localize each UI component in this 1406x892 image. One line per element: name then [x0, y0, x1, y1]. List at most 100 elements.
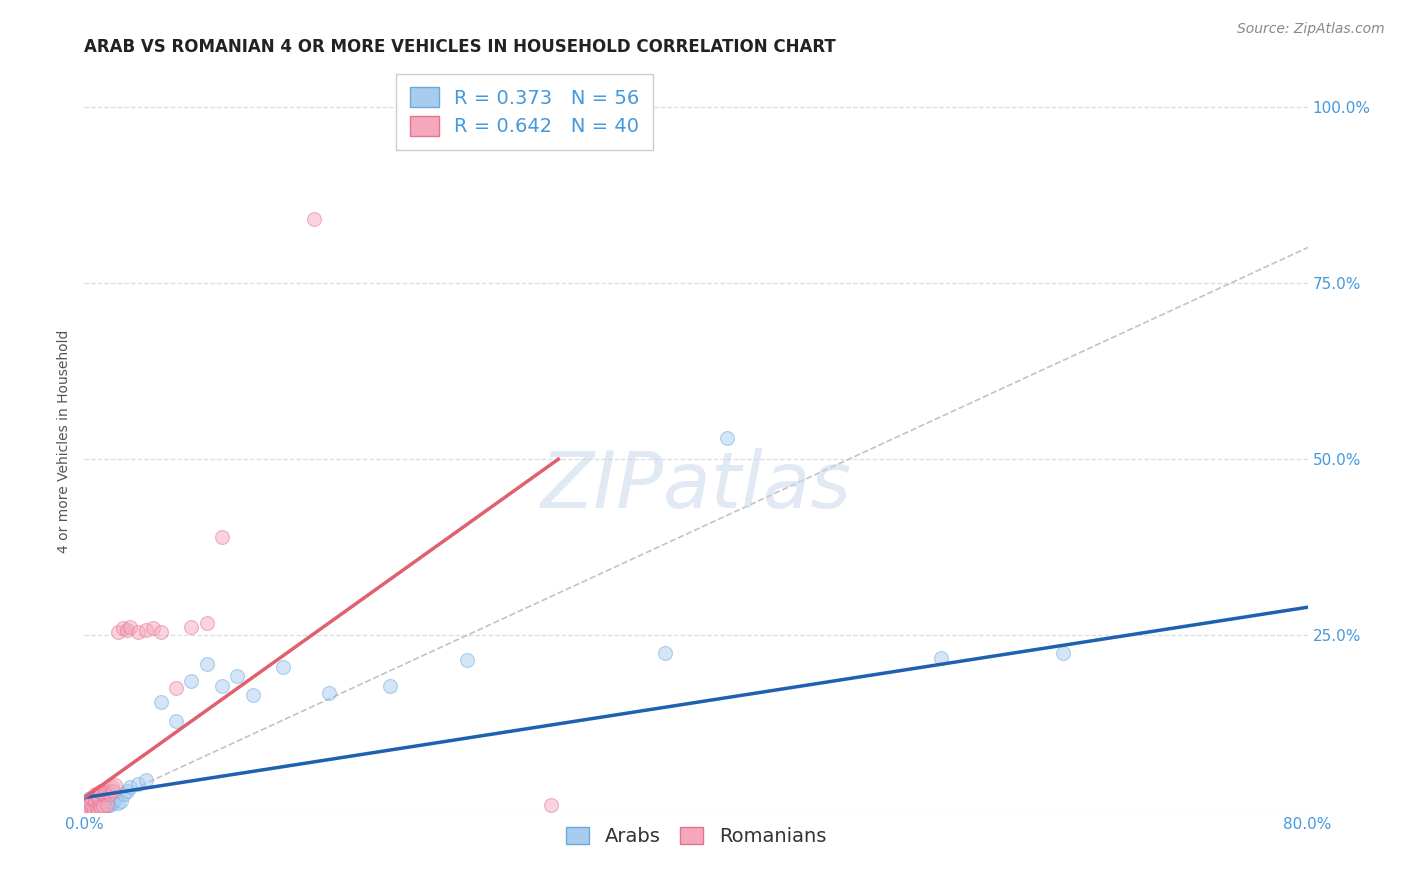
Point: [96, 797, 118, 812]
Point: [380, 679, 402, 693]
Point: [120, 780, 142, 794]
Point: [91, 790, 114, 805]
Point: [89, 799, 111, 814]
Point: [104, 792, 127, 806]
Point: [87, 790, 110, 805]
Point: [540, 797, 562, 812]
Point: [79, 797, 101, 811]
Point: [91, 799, 114, 814]
Point: [80, 790, 103, 805]
Point: [318, 686, 340, 700]
Point: [1052, 646, 1074, 660]
Point: [86, 801, 108, 815]
Point: [104, 778, 127, 792]
Point: [80, 797, 103, 812]
Y-axis label: 4 or more Vehicles in Household: 4 or more Vehicles in Household: [58, 330, 72, 553]
Point: [91, 801, 114, 815]
Point: [271, 660, 294, 674]
Point: [115, 623, 138, 637]
Point: [135, 623, 157, 637]
Point: [127, 624, 149, 639]
Point: [103, 797, 125, 811]
Point: [77, 792, 100, 806]
Point: [211, 530, 233, 544]
Text: Source: ZipAtlas.com: Source: ZipAtlas.com: [1237, 22, 1385, 37]
Point: [165, 714, 187, 729]
Point: [929, 651, 952, 665]
Point: [716, 431, 738, 445]
Point: [80, 803, 103, 817]
Point: [76, 794, 98, 808]
Point: [93, 787, 115, 801]
Point: [242, 689, 264, 703]
Point: [83, 801, 105, 815]
Point: [226, 669, 249, 683]
Point: [302, 212, 325, 227]
Point: [165, 681, 187, 696]
Point: [90, 797, 112, 811]
Point: [127, 776, 149, 790]
Point: [75, 801, 97, 815]
Point: [180, 674, 202, 689]
Point: [97, 794, 120, 808]
Point: [110, 794, 132, 808]
Point: [89, 785, 111, 799]
Point: [112, 787, 135, 801]
Point: [107, 624, 129, 639]
Point: [180, 620, 202, 634]
Point: [195, 615, 218, 630]
Point: [93, 797, 115, 811]
Point: [149, 695, 172, 709]
Point: [84, 794, 107, 808]
Text: ZIPatlas: ZIPatlas: [540, 448, 852, 524]
Legend: Arabs, Romanians: Arabs, Romanians: [558, 819, 834, 854]
Point: [76, 801, 98, 815]
Point: [79, 801, 101, 815]
Point: [86, 787, 108, 801]
Point: [79, 797, 101, 811]
Point: [86, 794, 108, 808]
Point: [84, 787, 107, 801]
Point: [120, 620, 142, 634]
Point: [87, 801, 110, 815]
Point: [76, 799, 98, 814]
Text: ARAB VS ROMANIAN 4 OR MORE VEHICLES IN HOUSEHOLD CORRELATION CHART: ARAB VS ROMANIAN 4 OR MORE VEHICLES IN H…: [84, 38, 837, 56]
Point: [149, 624, 172, 639]
Point: [79, 790, 101, 805]
Point: [75, 797, 97, 812]
Point: [84, 797, 107, 811]
Point: [90, 783, 112, 797]
Point: [77, 803, 100, 817]
Point: [115, 783, 138, 797]
Point: [83, 794, 105, 808]
Point: [86, 801, 108, 815]
Point: [456, 653, 478, 667]
Point: [77, 799, 100, 814]
Point: [98, 797, 121, 812]
Point: [80, 792, 103, 806]
Point: [77, 803, 100, 817]
Point: [97, 783, 120, 797]
Point: [98, 787, 121, 801]
Point: [111, 621, 134, 635]
Point: [135, 772, 157, 787]
Point: [80, 801, 103, 815]
Point: [195, 657, 218, 671]
Point: [83, 803, 105, 817]
Point: [101, 780, 124, 794]
Point: [101, 794, 124, 808]
Point: [94, 792, 117, 806]
Point: [94, 785, 117, 799]
Point: [89, 792, 111, 806]
Point: [87, 803, 110, 817]
Point: [211, 679, 233, 693]
Point: [142, 621, 165, 635]
Point: [89, 801, 111, 815]
Point: [84, 803, 107, 817]
Point: [654, 646, 676, 660]
Point: [90, 801, 112, 815]
Point: [103, 783, 125, 797]
Point: [87, 797, 110, 811]
Point: [96, 797, 118, 812]
Point: [107, 797, 129, 811]
